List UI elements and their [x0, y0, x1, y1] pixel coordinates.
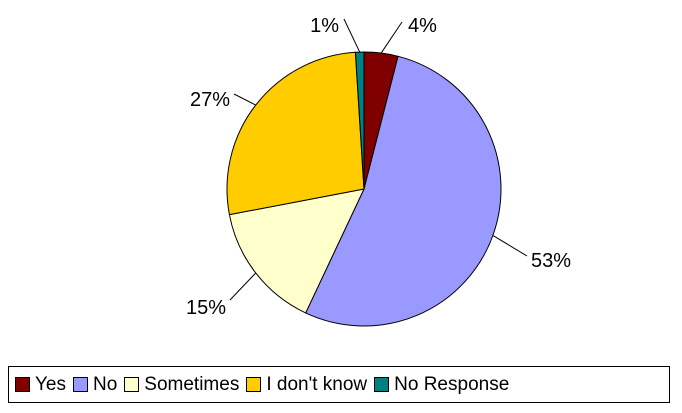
- leader-line: [233, 93, 256, 106]
- legend-label-no: No: [93, 373, 118, 395]
- legend-swatch-yes: [15, 377, 30, 392]
- leader-line: [229, 272, 257, 301]
- pie-slice-no: [305, 55, 502, 327]
- legend-label-no-response: No Response: [394, 373, 510, 395]
- pie-slice-sometimes: [228, 188, 365, 314]
- data-label: 27%: [190, 89, 230, 111]
- leader-line: [380, 21, 403, 54]
- legend-swatch-no-response: [374, 377, 390, 392]
- legend-item-no-response: No Response: [374, 374, 509, 396]
- legend-swatch-sometimes: [124, 377, 140, 392]
- legend-label-yes: Yes: [35, 373, 66, 395]
- legend-item-i-dont-know: I don't know: [246, 374, 367, 396]
- legend-label-sometimes: Sometimes: [144, 373, 240, 395]
- legend-item-no: No: [73, 374, 117, 396]
- leader-line: [343, 18, 361, 53]
- legend-label-i-dont-know: I don't know: [266, 373, 368, 395]
- data-labels: 4% 53% 15% 27% 1%: [186, 15, 571, 319]
- legend-item-yes: Yes: [15, 374, 66, 396]
- data-label: 53%: [531, 250, 571, 272]
- data-label: 1%: [310, 15, 339, 37]
- legend-swatch-no: [73, 377, 88, 392]
- data-label: 15%: [186, 297, 226, 319]
- legend: Yes No Sometimes I don't know No Respons…: [8, 366, 670, 403]
- data-label: 4%: [408, 15, 437, 37]
- pie-slice-no-response: [354, 51, 365, 190]
- pie-slices: [226, 51, 502, 327]
- pie-slice-i-don-t-know: [226, 51, 365, 216]
- pie-chart: 4% 53% 15% 27% 1%: [186, 15, 571, 327]
- leader-line: [492, 234, 528, 257]
- legend-item-sometimes: Sometimes: [124, 374, 239, 396]
- leader-lines: [229, 18, 528, 301]
- legend-swatch-i-dont-know: [246, 377, 262, 392]
